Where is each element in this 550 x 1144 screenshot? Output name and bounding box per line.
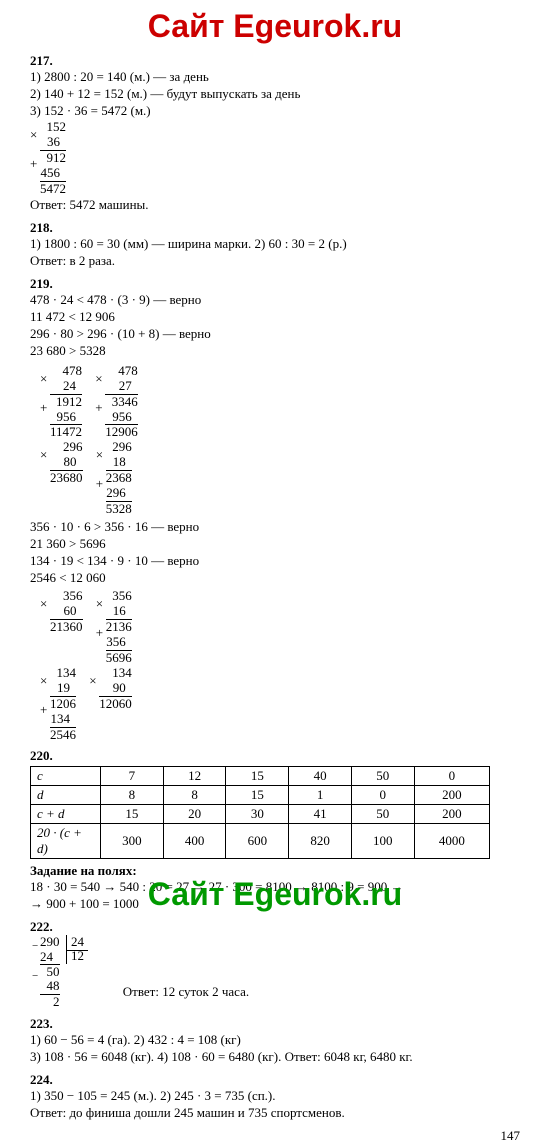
text-line: 1) 60 − 56 = 4 (га). 2) 432 : 4 = 108 (к… <box>30 1032 490 1048</box>
page-number: 147 <box>0 1128 550 1144</box>
calc: 296 80 23680 <box>50 440 83 486</box>
text-line: 2546 < 12 060 <box>30 570 250 586</box>
calc: 356 16 2136 356 5696 <box>106 589 132 666</box>
text-line: 1) 350 − 105 = 245 (м.). 2) 245 · 3 = 73… <box>30 1088 490 1104</box>
problem-number: 219. <box>30 276 60 292</box>
problem-217: 217. 1) 2800 : 20 = 140 (м.) — за день 2… <box>30 53 520 214</box>
table-row: c7121540500 <box>31 767 490 786</box>
answer: Ответ: 12 суток 2 часа. <box>123 984 249 1010</box>
calc: 478 24 1912 956 11472 <box>50 364 82 441</box>
calc: 134 19 1206 134 2546 <box>50 666 76 743</box>
text-line: 21 360 > 5696 <box>30 536 270 552</box>
table-row: c + d1520304150200 <box>31 805 490 824</box>
calc: 296 18 2368 296 5328 <box>106 440 132 517</box>
text-line: 3) 108 · 56 = 6048 (кг). 4) 108 · 60 = 6… <box>30 1049 490 1065</box>
problem-number: 217. <box>30 53 60 69</box>
problem-number: 220. <box>30 748 60 764</box>
answer: Ответ: до финиша дошли 245 машин и 735 с… <box>30 1105 490 1121</box>
problem-222: 222. 290 24 50 48 2 24 12 Ответ: 12 суто… <box>30 919 520 1009</box>
problem-number: 223. <box>30 1016 60 1032</box>
site-logo-bottom: Сайт Egeurok.ru <box>0 876 550 913</box>
table-220: c7121540500 d881510200 c + d152030415020… <box>30 766 490 859</box>
site-logo-top: Сайт Egeurok.ru <box>0 0 550 53</box>
problem-219: 219. 478 · 24 < 478 · (3 · 9) — верно 11… <box>30 276 520 743</box>
text-line: 11 472 < 12 906 <box>30 309 270 325</box>
text-line: 478 · 24 < 478 · (3 · 9) — верно <box>30 292 270 308</box>
text-line: 3) 152 · 36 = 5472 (м.) <box>30 103 490 119</box>
problem-number: 218. <box>30 220 60 236</box>
calc: 134 90 12060 <box>99 666 132 712</box>
text-line: 23 680 > 5328 <box>30 343 250 359</box>
page-content: 217. 1) 2800 : 20 = 140 (м.) — за день 2… <box>0 53 550 1122</box>
text-line: 296 · 80 > 296 · (10 + 8) — верно <box>30 326 250 342</box>
problem-224: 224. 1) 350 − 105 = 245 (м.). 2) 245 · 3… <box>30 1072 520 1122</box>
table-row: 20 · (c + d)3004006008201004000 <box>31 824 490 859</box>
multiplication-work: 152 36 912 456 5472 <box>40 120 66 197</box>
answer: Ответ: в 2 раза. <box>30 253 490 269</box>
problem-218: 218. 1) 1800 : 60 = 30 (мм) — ширина мар… <box>30 220 520 270</box>
problem-number: 222. <box>30 919 60 935</box>
problem-number: 224. <box>30 1072 60 1088</box>
text-line: 2) 140 + 12 = 152 (м.) — будут выпускать… <box>30 86 490 102</box>
long-division: 290 24 50 48 2 24 12 <box>40 935 60 1008</box>
table-row: d881510200 <box>31 786 490 805</box>
text-line: 134 · 19 < 134 · 9 · 10 — верно <box>30 553 250 569</box>
problem-223: 223. 1) 60 − 56 = 4 (га). 2) 432 : 4 = 1… <box>30 1016 520 1066</box>
text-line: 1) 1800 : 60 = 30 (мм) — ширина марки. 2… <box>30 236 490 252</box>
answer: Ответ: 5472 машины. <box>30 197 490 213</box>
calc: 356 60 21360 <box>50 589 83 635</box>
text-line: 356 · 10 · 6 > 356 · 16 — верно <box>30 519 270 535</box>
calc: 478 27 3346 956 12906 <box>105 364 138 441</box>
text-line: 1) 2800 : 20 = 140 (м.) — за день <box>30 69 490 85</box>
